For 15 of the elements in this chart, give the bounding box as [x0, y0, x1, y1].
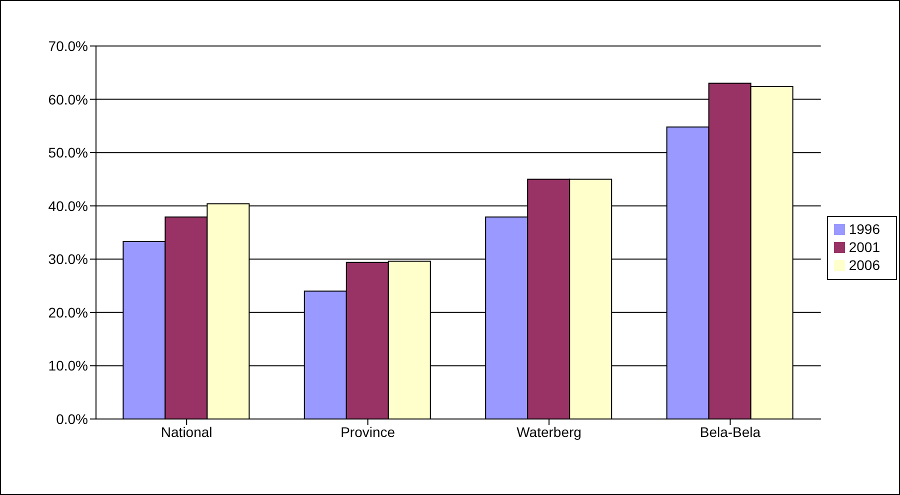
y-tick-label: 50.0%: [48, 144, 88, 161]
legend-label: 1996: [848, 220, 880, 236]
legend-label: 2006: [848, 256, 880, 272]
y-tick-label: 60.0%: [48, 91, 88, 108]
legend-label: 2001: [848, 238, 880, 254]
x-tick-label: Province: [340, 424, 396, 440]
y-tick-label: 30.0%: [48, 251, 88, 268]
y-tick-label: 40.0%: [48, 198, 88, 214]
x-tick-label: Waterberg: [516, 424, 582, 440]
x-tick-label: National: [160, 424, 212, 440]
y-tick-label: 10.0%: [48, 358, 88, 374]
y-tick-label: 0.0%: [56, 410, 88, 427]
y-tick-label: 20.0%: [48, 304, 88, 320]
y-tick-label: 70.0%: [48, 38, 88, 54]
x-tick-label: Bela-Bela: [700, 424, 761, 440]
